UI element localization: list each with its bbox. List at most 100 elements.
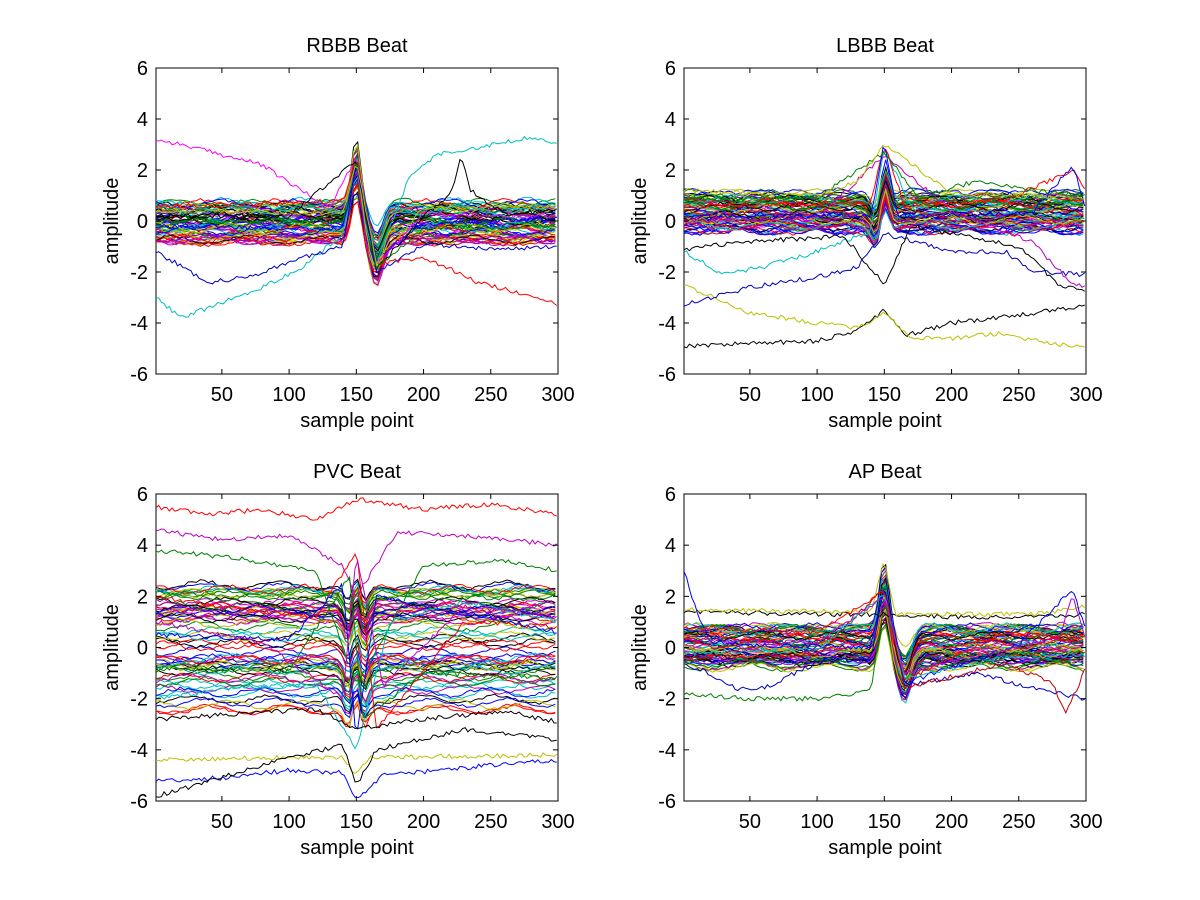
y-tick-label: 6	[665, 58, 676, 80]
chart-title: RBBB Beat	[306, 35, 408, 57]
ensemble-trace	[156, 654, 556, 680]
series-trace-8	[156, 165, 557, 266]
ensemble-trace	[684, 610, 1084, 672]
ensemble-trace	[156, 698, 556, 727]
series-trace-3	[156, 161, 558, 306]
ensemble-trace	[684, 188, 1084, 234]
ensemble-trace	[156, 662, 556, 687]
x-tick-label: 200	[407, 384, 440, 406]
series-trace-9	[684, 150, 1085, 201]
series-trace-3	[156, 549, 557, 682]
ensemble-trace	[156, 665, 556, 693]
chart-panel-3: 50 100 150 200 250 300 -6 -4 -2 0 2 4 6 PVC Beat sampl…	[101, 461, 575, 859]
ensemble-trace	[156, 637, 556, 660]
y-tick-label: 0	[137, 211, 148, 233]
y-tick-label: -2	[130, 689, 148, 711]
series-trace-7	[684, 590, 1086, 680]
series-trace-9	[156, 582, 557, 730]
ensemble-trace	[156, 590, 556, 620]
y-tick-label: -6	[658, 364, 676, 386]
x-tick-label: 250	[1002, 384, 1035, 406]
y-tick-label: 6	[137, 58, 148, 80]
series-trace-6	[684, 156, 1085, 288]
series-trace-12	[156, 707, 557, 730]
series-trace-1	[156, 139, 558, 264]
ensemble-trace	[684, 608, 1084, 688]
ensemble-trace	[156, 582, 556, 611]
ensemble-trace	[156, 660, 556, 685]
ensemble-trace	[156, 583, 556, 610]
series-trace-11	[156, 559, 557, 702]
ensemble-trace	[156, 645, 556, 668]
chart-title: AP Beat	[848, 461, 921, 483]
series-trace-2	[156, 528, 558, 598]
y-axis-label: amplitude	[101, 178, 123, 265]
x-tick-label: 250	[474, 811, 507, 833]
series-trace-1	[684, 604, 1086, 702]
series-trace-8	[684, 594, 1086, 681]
x-tick-label: 100	[272, 384, 305, 406]
ensemble-trace	[684, 601, 1084, 676]
y-tick-label: 4	[137, 109, 148, 131]
y-tick-label: -6	[130, 791, 148, 813]
x-tick-label: 150	[340, 811, 373, 833]
y-tick-label: -6	[658, 791, 676, 813]
ensemble-trace	[684, 200, 1084, 238]
y-tick-label: 2	[137, 160, 148, 182]
ensemble-trace	[156, 659, 556, 680]
series-trace-5	[684, 224, 1085, 292]
ensemble-trace	[156, 589, 556, 622]
ensemble-trace	[684, 576, 1084, 673]
ensemble-trace	[684, 583, 1084, 668]
trace-group	[156, 497, 558, 799]
y-tick-label: 4	[665, 109, 676, 131]
ensemble-trace	[684, 603, 1084, 695]
x-tick-label: 100	[800, 811, 833, 833]
y-tick-label: 0	[665, 211, 676, 233]
series-trace-5	[684, 563, 1086, 618]
chart-title: PVC Beat	[313, 461, 401, 483]
y-tick-label: -6	[130, 364, 148, 386]
ensemble-trace	[156, 168, 556, 286]
ensemble-trace	[156, 669, 556, 688]
ensemble-trace	[684, 197, 1084, 242]
y-tick-label: 6	[665, 484, 676, 506]
series-trace-1	[156, 497, 557, 521]
y-tick-label: -2	[658, 689, 676, 711]
x-tick-label: 300	[1069, 384, 1102, 406]
ensemble-trace	[684, 597, 1084, 696]
ensemble-trace	[684, 209, 1084, 241]
ensemble-trace	[156, 604, 556, 633]
series-trace-1	[684, 304, 1085, 349]
ensemble-trace	[684, 624, 1084, 693]
series-trace-5	[156, 752, 558, 774]
chart-panel-2: 50 100 150 200 250 300 -6 -4 -2 0 2 4 6 LBBB Beat samp…	[629, 35, 1103, 432]
ensemble-trace	[684, 579, 1084, 673]
ensemble-trace	[156, 175, 556, 255]
y-axis-label: amplitude	[629, 604, 651, 691]
x-tick-label: 150	[340, 384, 373, 406]
series-trace-4	[684, 609, 1085, 620]
x-tick-label: 50	[211, 384, 233, 406]
ensemble-trace	[156, 612, 556, 637]
y-tick-label: 6	[137, 484, 148, 506]
series-trace-6	[684, 571, 1086, 685]
chart-title: LBBB Beat	[836, 35, 934, 57]
ensemble-trace	[156, 587, 556, 617]
x-axis-label: sample point	[828, 410, 942, 432]
chart-panel-1: 50 100 150 200 250 300 -6 -4 -2 0 2 4 6 RBBB Beat samp…	[101, 35, 575, 432]
series-trace-3	[684, 591, 1086, 715]
ensemble-trace	[684, 623, 1084, 686]
ensemble-trace	[156, 693, 556, 719]
y-tick-label: -2	[658, 262, 676, 284]
x-tick-label: 100	[272, 811, 305, 833]
x-axis-label: sample point	[828, 837, 942, 859]
y-tick-label: 4	[665, 535, 676, 557]
series-trace-9	[684, 597, 1086, 675]
ensemble-trace	[684, 187, 1084, 227]
ensemble-trace	[684, 566, 1084, 667]
series-trace-6	[156, 727, 557, 798]
series-trace-10	[156, 575, 558, 719]
ensemble-trace	[156, 618, 556, 644]
